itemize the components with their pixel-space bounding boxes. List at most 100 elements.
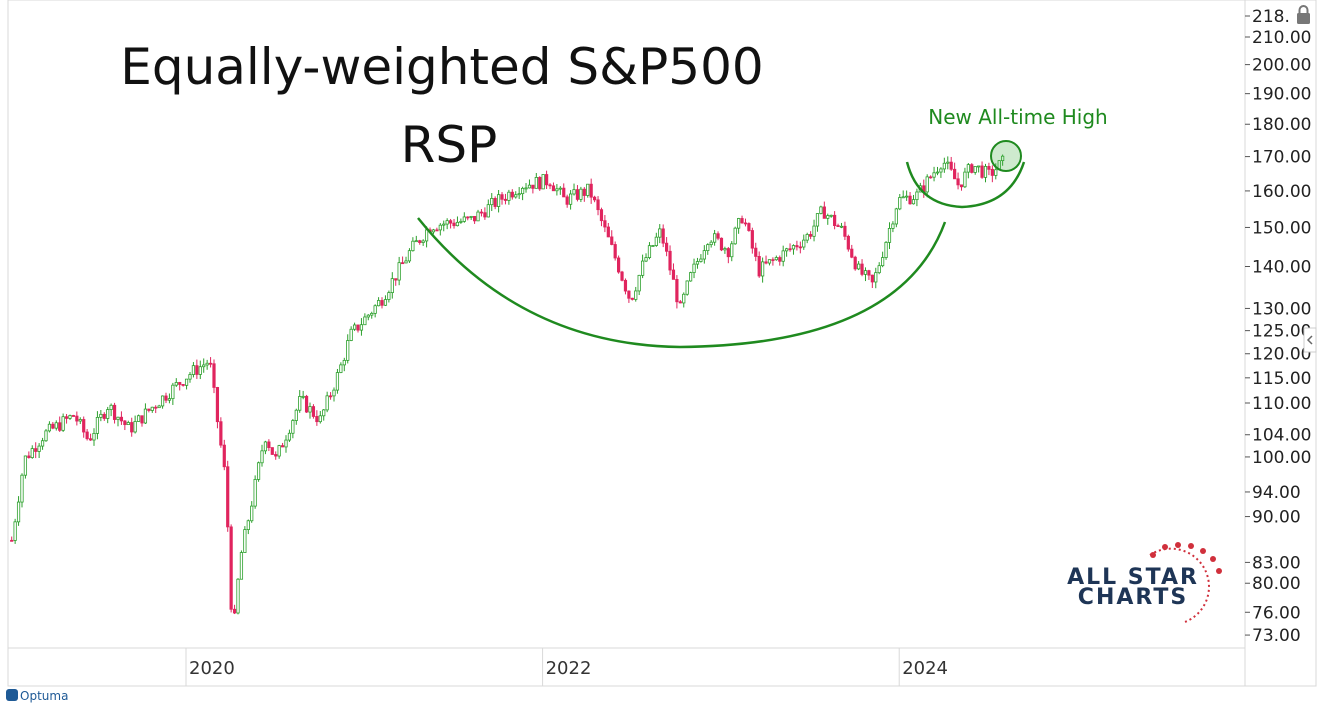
candle-body: [863, 270, 868, 275]
candle: [623, 278, 628, 295]
candle-body: [23, 455, 28, 476]
candle: [778, 255, 782, 266]
candle: [668, 245, 672, 275]
candle-body: [397, 262, 401, 281]
candle: [682, 292, 686, 308]
candle: [500, 192, 504, 205]
candle-body: [260, 450, 264, 464]
candle: [795, 240, 799, 251]
candle: [256, 461, 261, 482]
candle: [40, 437, 45, 450]
candle: [171, 382, 175, 405]
candle: [85, 429, 89, 441]
candle: [226, 460, 230, 532]
candle: [603, 215, 607, 233]
candle: [51, 421, 55, 430]
candle-body: [606, 226, 610, 238]
ath-circle: [990, 140, 1022, 172]
candle-body: [966, 164, 970, 173]
candle: [733, 226, 737, 245]
candle-body: [335, 372, 340, 391]
candle: [198, 360, 202, 380]
candle: [620, 270, 624, 282]
candle: [647, 242, 652, 260]
candle: [136, 414, 141, 422]
candle: [606, 222, 610, 238]
candle-body: [61, 416, 65, 431]
candle: [212, 359, 216, 394]
candle-body: [88, 438, 93, 441]
candle-body: [774, 257, 778, 261]
candle-body: [308, 406, 312, 413]
candle-body: [424, 229, 429, 242]
candle-body: [887, 228, 892, 243]
candle-body: [569, 193, 573, 205]
candle: [956, 172, 960, 190]
candle: [421, 239, 425, 246]
candle-body: [977, 165, 981, 168]
candle-body: [188, 374, 192, 380]
candle-body: [34, 448, 38, 452]
candle: [452, 218, 456, 229]
candle-body: [246, 520, 250, 530]
candle-body: [250, 505, 254, 522]
candle: [836, 223, 840, 227]
candle-body: [44, 430, 48, 442]
candle: [469, 215, 473, 220]
lock-icon[interactable]: [1297, 5, 1310, 24]
candle-body: [596, 199, 600, 211]
candle: [596, 196, 600, 216]
candle: [915, 188, 919, 207]
candle-body: [702, 250, 706, 260]
candle: [579, 186, 583, 203]
candle: [71, 414, 76, 417]
candle: [853, 255, 857, 271]
candle: [431, 228, 436, 235]
candle: [30, 445, 34, 459]
candle-body: [174, 382, 178, 386]
candle-body: [178, 382, 182, 385]
candle: [10, 536, 14, 542]
candle: [20, 473, 24, 508]
candle-body: [778, 257, 782, 262]
candle: [1001, 154, 1005, 166]
candle: [404, 256, 408, 264]
collapse-panel-icon[interactable]: [1303, 327, 1317, 353]
candle-body: [953, 168, 957, 180]
candle-body: [256, 462, 261, 480]
candle: [99, 410, 103, 422]
candle-body: [455, 221, 460, 227]
candle: [545, 170, 549, 190]
y-tick-label: 83.00: [1252, 553, 1301, 573]
candle: [253, 475, 257, 509]
candle-body: [925, 176, 929, 193]
candle: [318, 411, 322, 424]
candle-body: [706, 244, 710, 252]
y-tick-label: 115.00: [1252, 369, 1311, 389]
candle: [112, 402, 117, 424]
candle: [503, 193, 508, 205]
candle-body: [85, 431, 89, 440]
candle-body: [198, 366, 202, 375]
candle: [61, 413, 65, 432]
candle-body: [959, 184, 964, 188]
candle-body: [630, 297, 634, 300]
y-tick-label: 125.00: [1252, 322, 1311, 342]
candle-body: [785, 248, 789, 252]
candle-body: [802, 239, 806, 248]
candle-body: [743, 222, 748, 225]
candle-body: [373, 305, 377, 314]
candle-body: [181, 384, 185, 386]
y-tick-label: 104.00: [1252, 426, 1311, 446]
candle: [250, 501, 254, 523]
candle-body: [154, 406, 158, 409]
candle-body: [754, 247, 758, 257]
base-arc: [417, 217, 947, 349]
y-tick-label: 200.00: [1252, 56, 1311, 76]
y-tick-label: 140.00: [1252, 257, 1311, 277]
candle-body: [565, 196, 569, 205]
candle-body: [380, 300, 384, 306]
candle: [716, 231, 720, 241]
candle: [373, 304, 377, 318]
candle: [339, 362, 343, 374]
